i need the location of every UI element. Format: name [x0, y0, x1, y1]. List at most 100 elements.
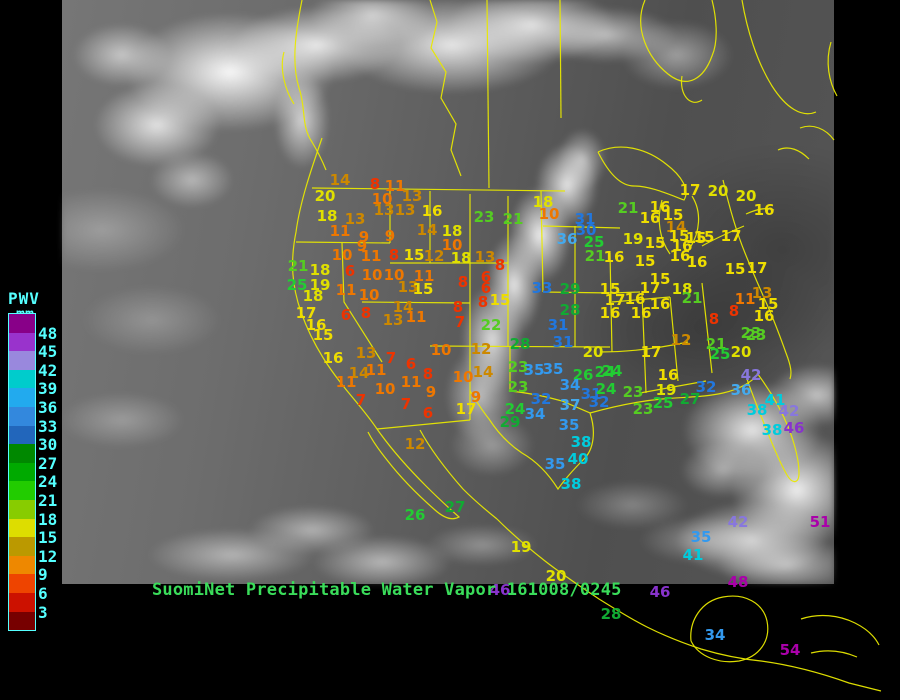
station-value: 11 — [335, 281, 357, 299]
station-value: 16 — [669, 247, 691, 265]
station-value: 11 — [400, 373, 422, 391]
station-value: 12 — [670, 331, 692, 349]
colorbar-label: 36 — [38, 398, 58, 417]
station-value: 16 — [305, 316, 327, 334]
station-value: 10 — [452, 368, 474, 386]
station-value: 11 — [335, 373, 357, 391]
station-value: 20 — [314, 187, 336, 205]
station-value: 16 — [671, 237, 693, 255]
colorbar-label: 42 — [38, 360, 58, 380]
station-value: 21 — [681, 289, 703, 307]
station-value: 38 — [761, 421, 783, 439]
station-value: 28 — [559, 301, 581, 319]
station-value: 38 — [570, 433, 592, 451]
station-value: 6 — [480, 268, 492, 286]
colorbar-label: 21 — [38, 491, 58, 510]
colorbar-cell — [9, 462, 35, 482]
station-value: 10 — [441, 236, 463, 254]
colorbar-label: 27 — [38, 453, 58, 473]
station-value: 13 — [373, 201, 395, 219]
station-value: 35 — [542, 360, 564, 378]
station-value: 41 — [764, 391, 786, 409]
station-value: 16 — [322, 349, 344, 367]
colorbar-cell — [9, 314, 35, 333]
colorbar-cell — [9, 518, 35, 538]
station-value: 13 — [355, 344, 377, 362]
station-value: 16 — [624, 290, 646, 308]
image-caption: SuomiNet Precipitable Water Vapor 161008… — [152, 580, 622, 600]
station-value: 10 — [430, 341, 452, 359]
station-value: 23 — [632, 400, 654, 418]
station-value: 13 — [751, 284, 773, 302]
station-value: 40 — [567, 450, 589, 468]
station-value: 21 — [617, 199, 639, 217]
station-value: 32 — [530, 390, 552, 408]
station-value: 6 — [340, 306, 352, 324]
colorbar-cell — [9, 388, 35, 407]
station-value: 15 — [403, 246, 425, 264]
station-value: 16 — [657, 366, 679, 384]
station-value: 18 — [309, 261, 331, 279]
station-value: 13 — [397, 278, 419, 296]
station-value: 18 — [671, 280, 693, 298]
station-value: 14 — [392, 298, 414, 316]
colorbar-label: 18 — [38, 509, 58, 529]
colorbar-cell — [9, 444, 35, 463]
station-value: 20 — [582, 343, 604, 361]
station-value: 14 — [472, 363, 494, 381]
station-value: 16 — [603, 248, 625, 266]
station-value: 15 — [724, 260, 746, 278]
station-value: 9 — [384, 227, 396, 245]
station-value: 15 — [757, 295, 779, 313]
station-value: 9 — [356, 237, 368, 255]
colorbar-label: 15 — [38, 528, 58, 548]
station-value: 31 — [552, 333, 574, 351]
colorbar-cell — [9, 481, 35, 500]
station-value: 23 — [507, 378, 529, 396]
colorbar-label: 45 — [38, 342, 58, 362]
station-value: 12 — [470, 340, 492, 358]
station-value: 34 — [559, 376, 581, 394]
station-value: 10 — [374, 380, 396, 398]
colorbar-cell — [9, 537, 35, 556]
station-value: 17 — [679, 181, 701, 199]
station-value: 11 — [365, 361, 387, 379]
station-value: 12 — [404, 435, 426, 453]
station-value: 13 — [382, 311, 404, 329]
station-value: 15 — [662, 206, 684, 224]
station-value: 8 — [369, 175, 381, 193]
station-value: 36 — [730, 381, 752, 399]
station-value: 19 — [510, 538, 532, 556]
station-value: 16 — [639, 209, 661, 227]
station-value: 15 — [649, 270, 671, 288]
station-value: 30 — [575, 221, 597, 239]
station-value: 18 — [302, 287, 324, 305]
station-value: 28 — [600, 605, 622, 623]
station-value: 17 — [639, 279, 661, 297]
colorbar-cell — [9, 574, 35, 593]
station-value: 11 — [413, 267, 435, 285]
station-value: 14 — [416, 221, 438, 239]
station-value: 20 — [735, 187, 757, 205]
station-value: 16 — [630, 304, 652, 322]
station-value: 24 — [594, 363, 616, 381]
station-value: 32 — [695, 378, 717, 396]
station-value: 46 — [649, 583, 671, 601]
station-value: 10 — [538, 205, 560, 223]
station-value: 31 — [574, 210, 596, 228]
colorbar-label: 9 — [38, 565, 48, 585]
station-value: 17 — [604, 291, 626, 309]
colorbar-cell — [9, 499, 35, 519]
colorbar-label: 12 — [38, 546, 58, 566]
station-value: 21 — [705, 335, 727, 353]
station-value: 34 — [524, 405, 546, 423]
station-value: 37 — [559, 396, 581, 414]
station-value: 26 — [572, 366, 594, 384]
station-value: 19 — [309, 276, 331, 294]
station-value: 28 — [509, 335, 531, 353]
station-value: 48 — [727, 573, 749, 591]
station-value: 27 — [679, 390, 701, 408]
station-value: 35 — [544, 455, 566, 473]
station-value: 15 — [668, 227, 690, 245]
